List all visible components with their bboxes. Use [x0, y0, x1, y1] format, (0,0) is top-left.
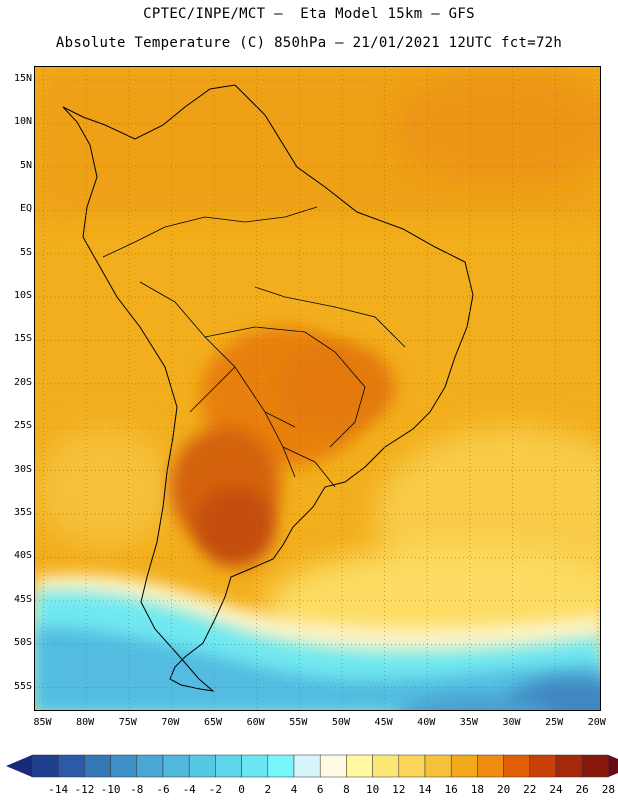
latitude-label: 10S	[13, 290, 32, 302]
longitude-label: 35W	[459, 717, 478, 728]
colorbar-label: -6	[156, 783, 170, 796]
longitude-label: 65W	[204, 717, 223, 728]
longitude-label: 45W	[374, 717, 393, 728]
colorbar-swatch	[529, 754, 557, 778]
colorbar-label: 12	[392, 783, 406, 796]
longitude-label: 85W	[33, 717, 52, 728]
colorbar-label: 8	[343, 783, 350, 796]
longitude-label: 60W	[246, 717, 265, 728]
colorbar-label: 28	[601, 783, 616, 796]
latitude-label: 25S	[13, 420, 32, 432]
latitude-label: 10N	[13, 116, 32, 128]
temperature-field-deep-cold-2	[399, 695, 551, 710]
longitude-label: 55W	[289, 717, 308, 728]
temperature-map	[34, 66, 601, 711]
latitude-label: 55S	[13, 680, 32, 692]
longitude-label: 25W	[545, 717, 564, 728]
colorbar-label: 20	[496, 783, 511, 796]
colorbar-label: 4	[290, 783, 298, 796]
colorbar-swatch	[57, 754, 85, 778]
latitude-label: 15S	[13, 333, 32, 345]
colorbar-swatch	[293, 754, 321, 778]
colorbar-swatch	[424, 754, 452, 778]
colorbar-swatch	[555, 754, 583, 778]
colorbar-label: 26	[575, 783, 589, 796]
temperature-field-pacific-light	[35, 427, 175, 547]
colorbar-swatch	[136, 754, 164, 778]
colorbar-label: 0	[238, 783, 245, 796]
south-america-coastline	[62, 84, 474, 692]
colorbar-swatch	[503, 754, 531, 778]
colorbar-swatch	[372, 754, 400, 778]
colorbar-low-arrow	[6, 755, 32, 777]
longitude-label: 75W	[118, 717, 137, 728]
temperature-field-core-4	[275, 342, 395, 432]
longitude-label: 40W	[417, 717, 436, 728]
colorbar-swatch	[31, 754, 59, 778]
colorbar-label: -2	[208, 783, 223, 796]
latitude-label: 35S	[13, 507, 32, 519]
colorbar-high-arrow	[608, 755, 618, 777]
latitude-label: 5N	[19, 159, 32, 171]
colorbar-label: 24	[549, 783, 563, 796]
colorbar-label: 18	[470, 783, 485, 796]
longitude-label: 80W	[76, 717, 95, 728]
colorbar-label: -14	[48, 783, 69, 796]
colorbar-label: -4	[182, 783, 196, 796]
colorbar-swatch	[241, 754, 269, 778]
colorbar-swatch	[581, 754, 609, 778]
latitude-label: 45S	[13, 593, 32, 605]
longitude-label: 50W	[331, 717, 350, 728]
latitude-label: EQ	[19, 203, 32, 215]
longitude-label: 70W	[161, 717, 180, 728]
latitude-label: 15N	[13, 73, 32, 85]
colorbar-swatch	[398, 754, 426, 778]
colorbar-swatch	[188, 754, 216, 778]
latitude-label: 5S	[19, 246, 32, 258]
country-borders	[102, 206, 406, 488]
colorbar-swatch	[110, 754, 138, 778]
colorbar-swatch	[162, 754, 190, 778]
colorbar-swatch	[346, 754, 373, 778]
colorbar-label: -12	[74, 783, 95, 796]
chart-title-line-1: CPTEC/INPE/MCT – Eta Model 15km – GFS	[143, 6, 475, 22]
temperature-field-ne-warm	[395, 72, 600, 182]
chart-title-line-2: Absolute Temperature (C) 850hPa – 21/01/…	[55, 35, 563, 51]
colorbar-swatch	[84, 754, 111, 778]
colorbar-label: 14	[418, 783, 432, 796]
temperature-field-core-3	[195, 487, 275, 567]
longitude-label: 20W	[587, 717, 606, 728]
temperature-field-blue-band	[35, 627, 600, 710]
colorbar-swatch	[215, 754, 242, 778]
colorbar-label: 22	[523, 783, 537, 796]
color-scale-bar	[6, 754, 618, 778]
colorbar-label: -8	[130, 783, 144, 796]
colorbar-swatch	[477, 754, 504, 778]
colorbar-label: 16	[444, 783, 458, 796]
colorbar-label: -10	[100, 783, 121, 796]
colorbar-swatch	[450, 754, 478, 778]
colorbar-label: 10	[365, 783, 380, 796]
colorbar-label: 6	[316, 783, 324, 796]
colorbar-label: 2	[264, 783, 272, 796]
colorbar-swatch	[319, 754, 347, 778]
latitude-label: 30S	[13, 463, 32, 475]
longitude-label: 30W	[502, 717, 521, 728]
latitude-label: 40S	[13, 550, 32, 562]
latitude-label: 50S	[13, 637, 32, 649]
colorbar-swatch	[267, 754, 295, 778]
latitude-label: 20S	[13, 376, 32, 388]
